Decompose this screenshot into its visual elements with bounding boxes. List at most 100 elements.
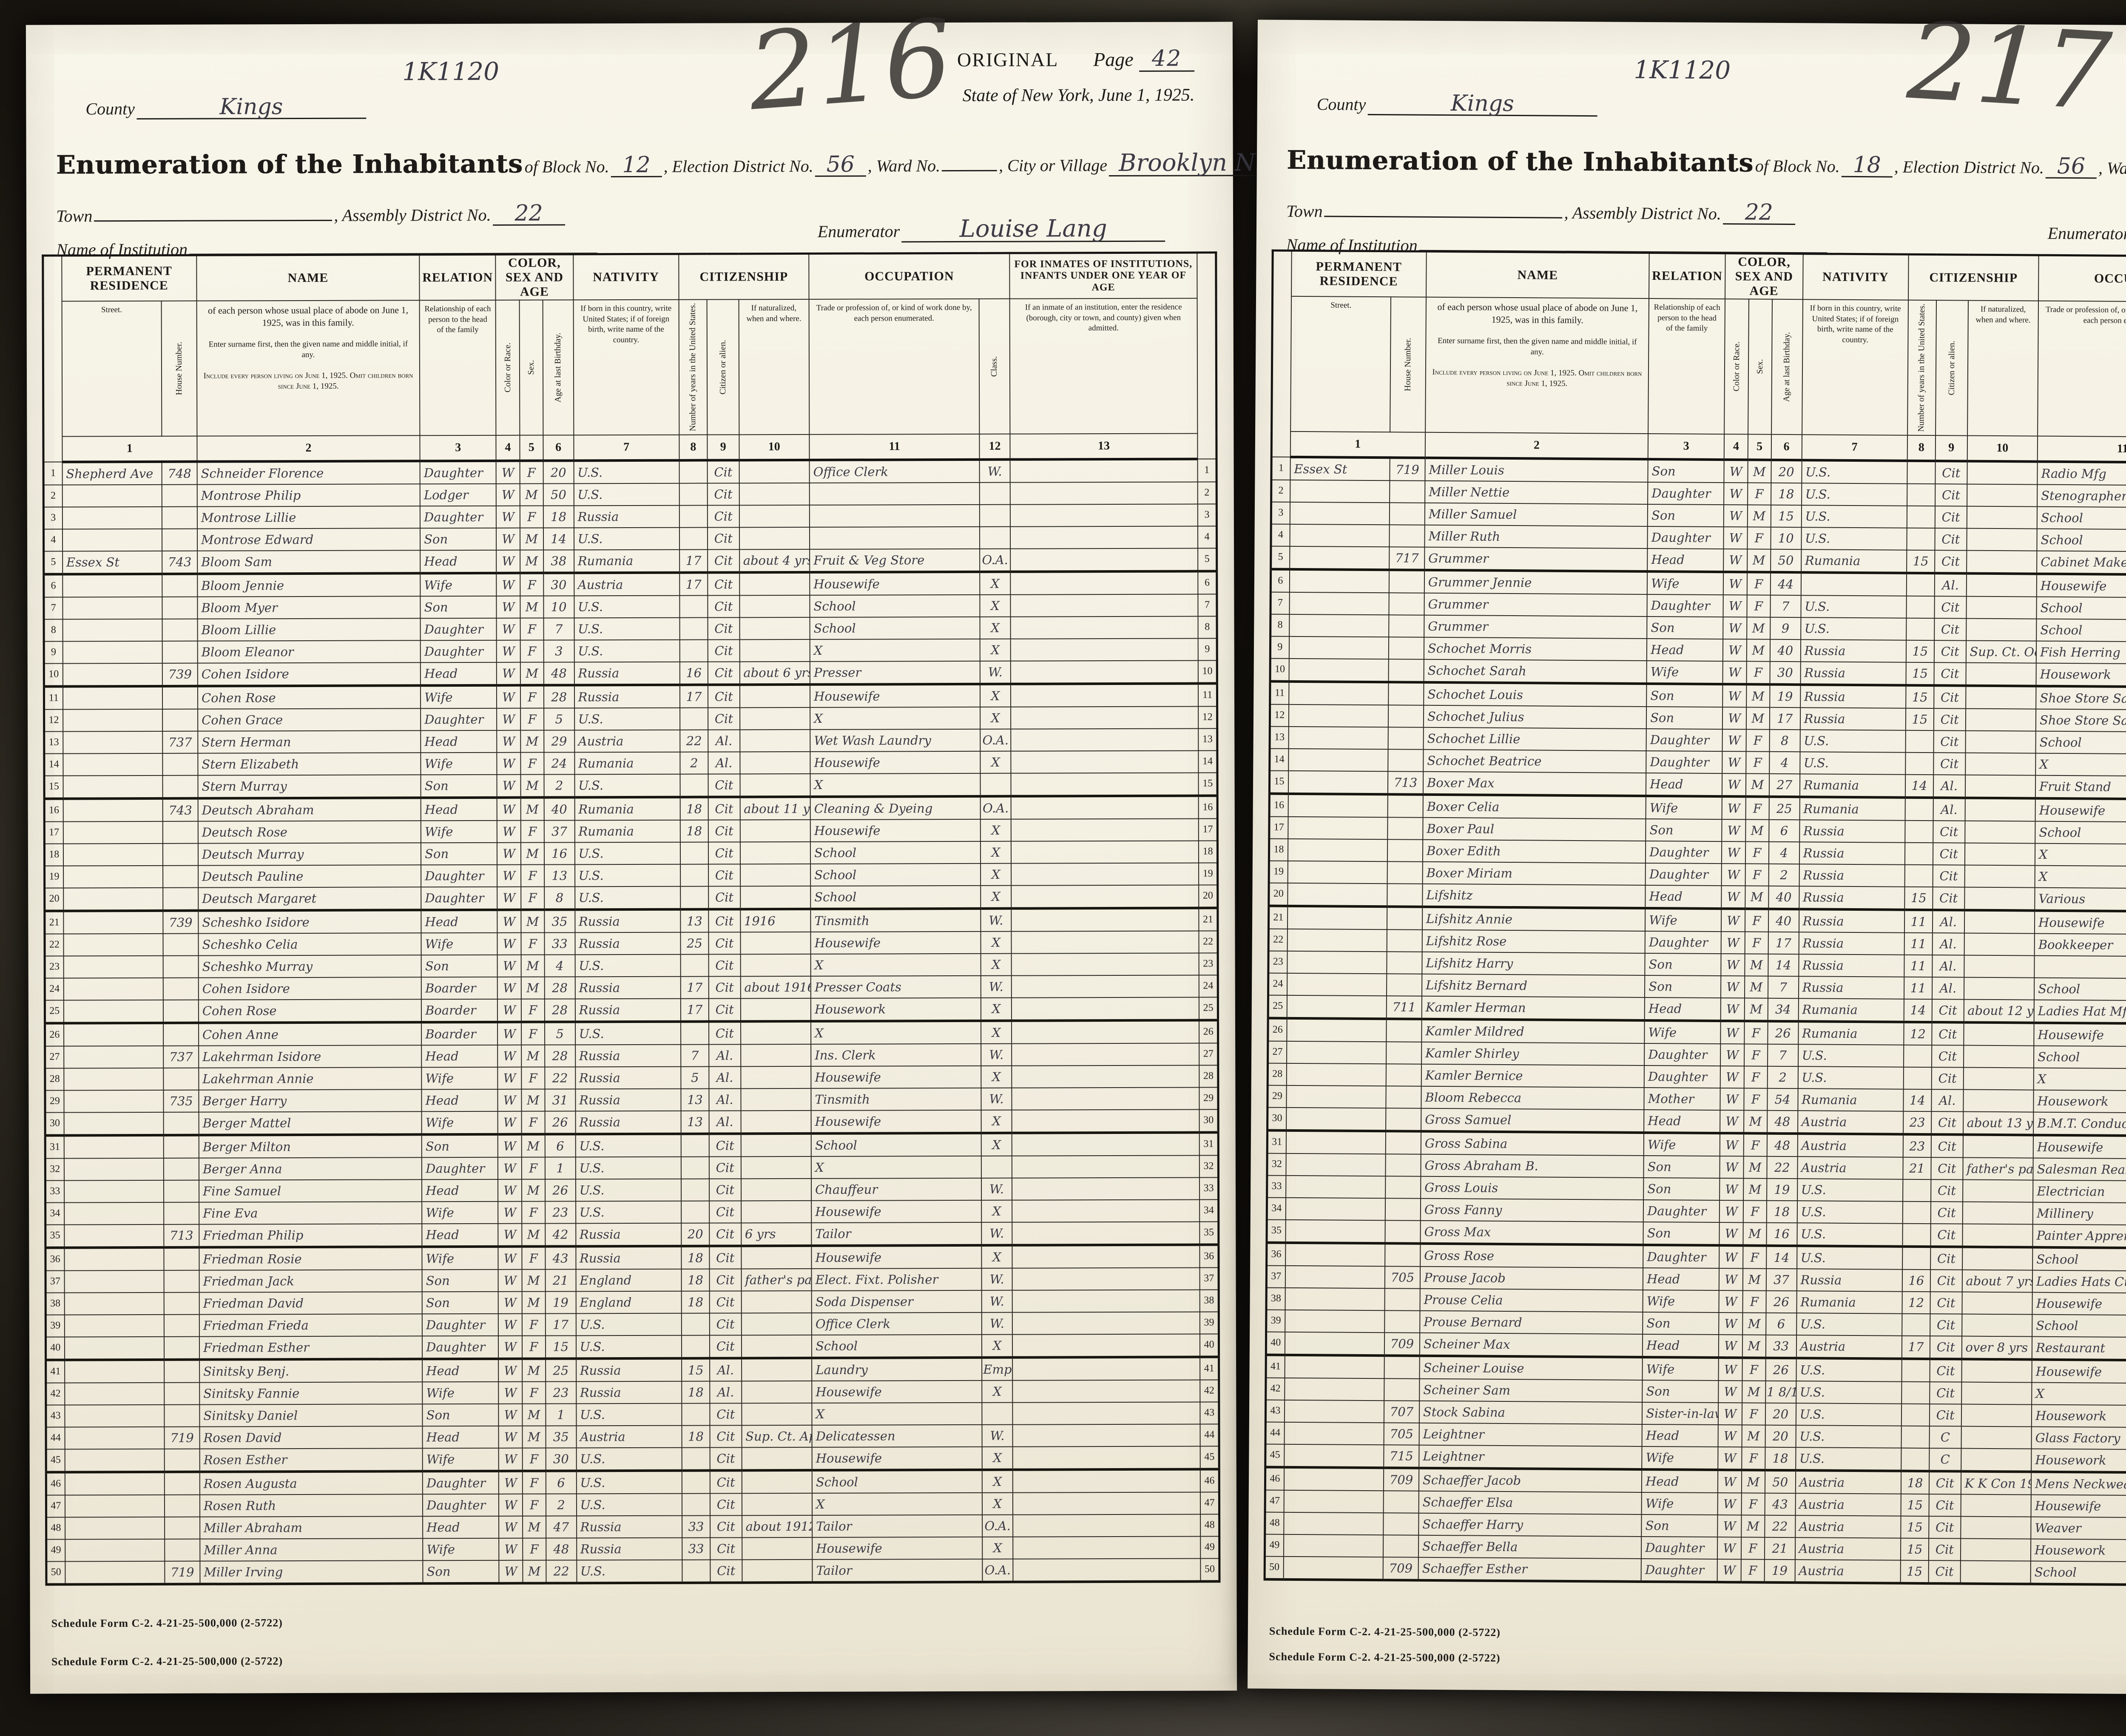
cell-cz: Cit: [710, 1537, 742, 1560]
cell-nv: Rumania: [1801, 549, 1907, 573]
cell-nv: U.S.: [574, 460, 679, 483]
cell-nv: U.S.: [574, 617, 680, 640]
col-naturalized-desc: If naturalized, when and where.: [739, 299, 810, 435]
cell-rl: Head: [420, 662, 497, 685]
cell-oc: Housewife: [810, 931, 981, 954]
cell-hn: [1387, 973, 1422, 996]
cell-a: 33: [1765, 1335, 1796, 1358]
assembly-label: , Assembly District No.: [334, 205, 491, 225]
cell-y: [679, 639, 708, 662]
cell-nm: Scheiner Louise: [1419, 1355, 1643, 1380]
cell-c: W: [1721, 975, 1745, 998]
cell-s: M: [520, 596, 544, 618]
cell-nm: Scheiner Sam: [1419, 1378, 1643, 1402]
cell-n: 25: [1268, 995, 1287, 1018]
cell-ins: [1012, 1514, 1201, 1537]
cell-c: W: [1722, 773, 1746, 797]
cell-y: 15: [1901, 1516, 1929, 1538]
cell-n: 27: [1268, 1041, 1287, 1063]
cell-n2: 34: [1199, 1199, 1219, 1222]
cell-c: W: [496, 596, 520, 618]
cell-y: [1902, 1201, 1931, 1224]
census-row: 40 Friedman Esther Daughter W F 15 U.S. Cit Scho…: [45, 1333, 1219, 1360]
cell-n2: 36: [1199, 1244, 1219, 1268]
cell-cz: Cit: [707, 505, 739, 528]
cell-oc: School: [2034, 977, 2126, 1001]
cell-hn: [164, 1382, 200, 1405]
cell-s: M: [522, 1269, 546, 1292]
cell-s: F: [1742, 1290, 1766, 1313]
census-row: 9 Bloom Eleanor Daughter W F 3 U.S. Cit X X 9: [44, 638, 1217, 664]
cell-oc: Housewife: [2032, 1359, 2126, 1384]
col-number-5: 5: [1748, 434, 1771, 460]
cell-cz: Al.: [1933, 774, 1965, 798]
cell-nm: Boxer Paul: [1423, 817, 1646, 841]
cell-rl: Head: [421, 797, 497, 821]
col-age-label: Age at last Birthday.: [543, 300, 574, 435]
cell-n: 30: [45, 1112, 64, 1136]
cell-nv: Rumania: [1797, 1088, 1904, 1111]
cell-nv: U.S.: [1797, 1200, 1903, 1224]
cell-n: 42: [1265, 1378, 1285, 1400]
cell-hn: [163, 1112, 199, 1135]
cell-s: M: [1744, 997, 1768, 1021]
cell-nv: Russia: [1800, 684, 1906, 708]
cell-hn: [1386, 1108, 1421, 1131]
cell-nm: Friedman Rosie: [199, 1246, 422, 1270]
block-label: of Block No.: [524, 157, 609, 176]
cell-n: 24: [1268, 973, 1287, 995]
census-row: 22 Scheshko Celia Wife W F 33 Russia 25 Cit House…: [44, 930, 1218, 956]
cell-oc: School: [810, 594, 980, 617]
cell-cz: Cit: [1934, 596, 1967, 619]
cell-cz: Al.: [709, 1044, 741, 1067]
cell-y: 13: [680, 909, 709, 932]
cell-rl: Daughter: [1647, 526, 1724, 549]
cell-st: [65, 1472, 165, 1495]
cell-s: M: [1742, 1312, 1766, 1335]
cell-c: W: [1719, 1245, 1743, 1268]
cell-cz: Cit: [1931, 1111, 1963, 1135]
cell-ins: [1012, 1199, 1200, 1222]
cell-cz: Cit: [710, 1403, 742, 1426]
cell-y: [1902, 1223, 1931, 1247]
cell-nt: [1962, 1179, 2033, 1202]
cell-nv: Rumania: [574, 752, 680, 774]
cell-oc: X: [810, 953, 981, 976]
cell-nt: [1961, 1494, 2031, 1517]
cell-cz: C: [1929, 1448, 1961, 1472]
cell-rl: Daughter: [421, 1157, 498, 1179]
cell-st: [1284, 1490, 1384, 1513]
cell-y: [1901, 1313, 1930, 1336]
cell-n: 40: [1266, 1332, 1285, 1355]
institution-label: Name of Institution: [1286, 235, 1418, 255]
cell-nv: England: [576, 1291, 682, 1313]
cell-oc: [809, 526, 980, 549]
cell-c: W: [497, 1067, 522, 1089]
cell-n2: 10: [1198, 660, 1217, 684]
cell-ins: [1013, 1558, 1201, 1582]
cell-oc: Housewife: [811, 1110, 981, 1134]
cell-ins: [1011, 818, 1199, 841]
cell-s: F: [1741, 1559, 1765, 1583]
cell-nt: [739, 707, 810, 730]
census-row: 33 Fine Samuel Head W M 26 U.S. Cit Chauffeur W. 3…: [45, 1177, 1219, 1203]
cell-hn: [164, 1247, 199, 1270]
cell-a: 50: [543, 483, 574, 506]
cell-c: W: [1719, 1312, 1743, 1335]
cell-nv: U.S.: [1798, 1066, 1904, 1089]
cell-nt: [739, 527, 810, 549]
cell-hn: [1388, 659, 1424, 682]
cell-s: M: [1742, 1424, 1765, 1447]
cell-cl: W.: [981, 1312, 1012, 1335]
census-row: 6 Bloom Jennie Wife W F 30 Austria 17 Cit Housewi…: [43, 571, 1217, 597]
cell-oc: School: [2032, 1247, 2126, 1271]
cell-nm: Schaeffer Jacob: [1418, 1468, 1642, 1492]
cell-st: [63, 977, 164, 1000]
cell-cl: W.: [981, 1290, 1012, 1313]
cell-oc: Housewife: [812, 1446, 982, 1470]
cell-n: 3: [43, 507, 63, 529]
cell-s: M: [520, 662, 544, 685]
cell-rl: Lodger: [420, 483, 497, 506]
cell-rl: Son: [1645, 975, 1721, 998]
cell-nm: Schochet Julius: [1423, 705, 1647, 729]
